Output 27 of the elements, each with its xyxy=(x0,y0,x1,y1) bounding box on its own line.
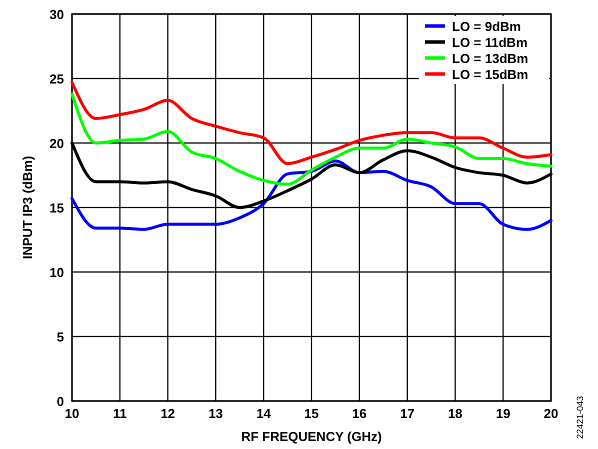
legend-label: LO = 9dBm xyxy=(452,19,521,34)
y-tick-label: 0 xyxy=(56,394,64,409)
x-tick-label: 16 xyxy=(352,406,367,421)
x-tick-label: 11 xyxy=(113,406,127,421)
y-tick-label: 15 xyxy=(50,200,64,216)
legend-label: LO = 13dBm xyxy=(452,51,528,66)
x-tick-label: 15 xyxy=(304,406,319,421)
y-tick-label: 10 xyxy=(50,265,64,280)
x-tick-label: 18 xyxy=(448,406,462,421)
line-series xyxy=(70,92,552,186)
text: 22421-043 xyxy=(575,396,585,440)
legend-label: LO = 11dBm xyxy=(452,35,528,50)
legend-label: LO = 15dBm xyxy=(452,67,528,82)
y-tick-label: 20 xyxy=(50,136,64,151)
x-tick-label: 19 xyxy=(496,406,510,421)
x-tick-label: 17 xyxy=(400,406,415,421)
line-series xyxy=(70,80,552,166)
x-axis-title: RF FREQUENCY (GHz) xyxy=(241,429,382,444)
x-tick-label: 14 xyxy=(256,406,272,421)
y-axis-title: INPUT IP3 (dBm) xyxy=(20,156,35,260)
x-tick-label: 13 xyxy=(208,406,223,421)
line-series xyxy=(70,160,552,231)
x-tick-label: 12 xyxy=(160,406,176,421)
x-tick-label: 20 xyxy=(544,406,558,421)
y-tick-label: 30 xyxy=(50,7,64,22)
y-tick-label: 5 xyxy=(56,330,64,344)
y-tick-label: 25 xyxy=(50,72,64,86)
